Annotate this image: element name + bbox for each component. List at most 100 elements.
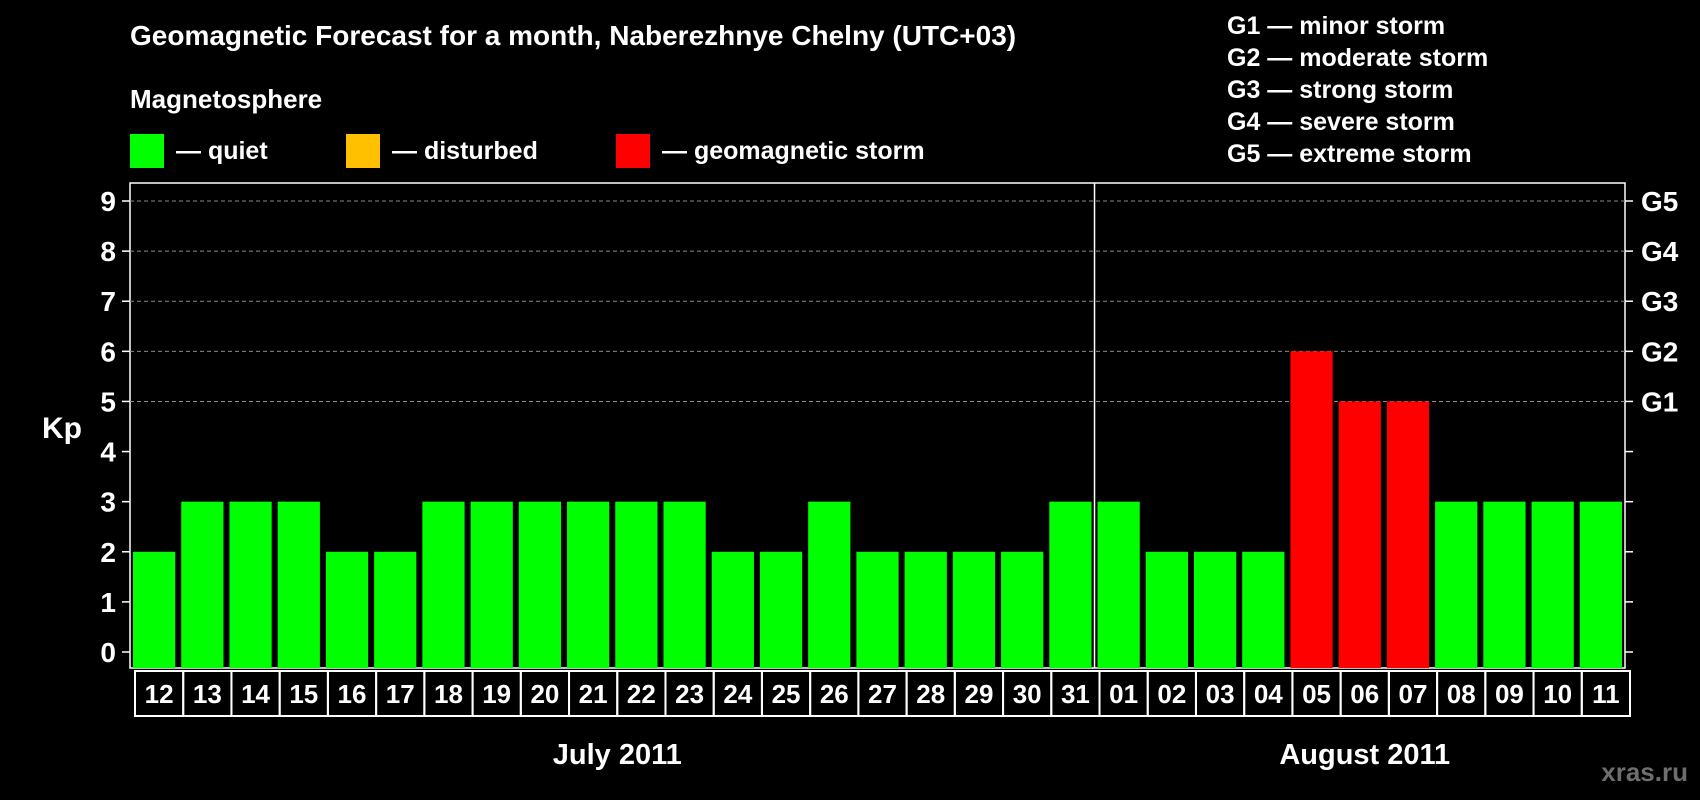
date-label-20: 20	[530, 679, 559, 709]
bar-13	[181, 501, 224, 668]
date-label-22: 22	[627, 679, 656, 709]
legend-heading: Magnetosphere	[130, 84, 323, 114]
legend-swatch-quiet	[130, 134, 164, 168]
legend-label-storm: — geomagnetic storm	[662, 136, 925, 165]
bar-04	[1242, 551, 1285, 668]
bar-22	[615, 501, 658, 668]
bar-16	[325, 551, 369, 668]
bar-25	[759, 551, 803, 668]
date-label-01: 01	[1109, 679, 1138, 709]
y-tick-label: 8	[100, 236, 116, 267]
y-tick-label: 3	[100, 487, 116, 518]
bar-30	[1001, 551, 1044, 668]
bar-17	[374, 551, 417, 668]
bar-26	[808, 501, 851, 668]
bar-19	[470, 501, 513, 668]
date-label-24: 24	[723, 679, 752, 709]
date-label-17: 17	[386, 679, 415, 709]
date-label-21: 21	[579, 679, 608, 709]
date-label-30: 30	[1013, 679, 1042, 709]
y-tick-label: 1	[100, 587, 116, 618]
date-label-05: 05	[1302, 679, 1331, 709]
bar-05	[1290, 351, 1333, 668]
bar-09	[1483, 501, 1526, 668]
y-axis-label: Kp	[42, 412, 82, 445]
y-tick-label: 5	[100, 386, 116, 417]
bar-14	[229, 501, 272, 668]
bar-18	[422, 501, 465, 668]
bar-03	[1193, 551, 1237, 668]
storm-level-label-g2: G2	[1641, 336, 1678, 367]
date-label-23: 23	[675, 679, 704, 709]
date-label-13: 13	[193, 679, 222, 709]
date-label-28: 28	[916, 679, 945, 709]
date-label-08: 08	[1447, 679, 1476, 709]
date-label-09: 09	[1495, 679, 1524, 709]
date-label-16: 16	[338, 679, 367, 709]
legend-label-quiet: — quiet	[176, 136, 268, 165]
month-label: July 2011	[553, 739, 682, 771]
date-label-12: 12	[145, 679, 174, 709]
bar-27	[856, 551, 899, 668]
storm-scale-g3: G3 — strong storm	[1227, 76, 1454, 104]
bar-11	[1579, 501, 1622, 668]
storm-scale-g1: G1 — minor storm	[1227, 12, 1446, 40]
bar-29	[952, 551, 996, 668]
storm-scale-legend: G1 — minor storm G2 — moderate storm G3 …	[1227, 10, 1488, 170]
date-label-31: 31	[1061, 679, 1090, 709]
date-label-04: 04	[1254, 679, 1283, 709]
date-label-15: 15	[289, 679, 318, 709]
bar-06	[1338, 401, 1381, 668]
bar-23	[663, 501, 706, 668]
date-label-14: 14	[241, 679, 270, 709]
date-label-10: 10	[1543, 679, 1572, 709]
bar-31	[1049, 501, 1092, 668]
y-tick-label: 6	[100, 336, 116, 367]
storm-level-label-g5: G5	[1641, 186, 1678, 217]
y-tick-label: 4	[100, 437, 116, 468]
date-label-11: 11	[1592, 679, 1620, 709]
legend-label-disturbed: — disturbed	[392, 136, 538, 165]
y-tick-label: 9	[100, 186, 116, 217]
date-label-07: 07	[1399, 679, 1428, 709]
storm-scale-g4: G4 — severe storm	[1227, 108, 1455, 136]
bar-02	[1145, 551, 1188, 668]
date-label-27: 27	[868, 679, 897, 709]
date-label-29: 29	[964, 679, 993, 709]
bar-10	[1531, 501, 1574, 668]
storm-level-label-g4: G4	[1641, 236, 1679, 267]
chart-title: Geomagnetic Forecast for a month, Nabere…	[130, 20, 1017, 51]
y-tick-label: 0	[100, 637, 116, 668]
bar-21	[567, 501, 610, 668]
month-label: August 2011	[1279, 739, 1450, 771]
storm-level-label-g3: G3	[1641, 286, 1678, 317]
date-label-26: 26	[820, 679, 849, 709]
bar-08	[1435, 501, 1478, 668]
bar-07	[1386, 401, 1430, 668]
bar-01	[1097, 501, 1140, 668]
y-tick-label: 2	[100, 537, 116, 568]
storm-scale-g5: G5 — extreme storm	[1227, 140, 1472, 168]
storm-scale-g2: G2 — moderate storm	[1227, 44, 1489, 72]
storm-level-label-g1: G1	[1641, 386, 1678, 417]
date-label-03: 03	[1206, 679, 1235, 709]
bar-28	[904, 551, 947, 668]
bar-24	[711, 551, 754, 668]
date-label-19: 19	[482, 679, 511, 709]
bar-20	[518, 501, 562, 668]
date-label-06: 06	[1350, 679, 1379, 709]
bar-12	[133, 551, 176, 668]
bar-15	[277, 501, 320, 668]
legend-item-quiet: — quiet	[130, 134, 268, 168]
date-label-25: 25	[772, 679, 801, 709]
legend-item-storm: — geomagnetic storm	[616, 134, 925, 168]
date-label-18: 18	[434, 679, 463, 709]
legend-item-disturbed: — disturbed	[346, 134, 538, 168]
date-label-02: 02	[1157, 679, 1186, 709]
date-cell	[1580, 670, 1631, 717]
watermark: xras.ru	[1601, 757, 1688, 787]
y-tick-label: 7	[100, 286, 116, 317]
legend-swatch-disturbed	[346, 134, 380, 168]
legend-swatch-storm	[616, 134, 650, 168]
